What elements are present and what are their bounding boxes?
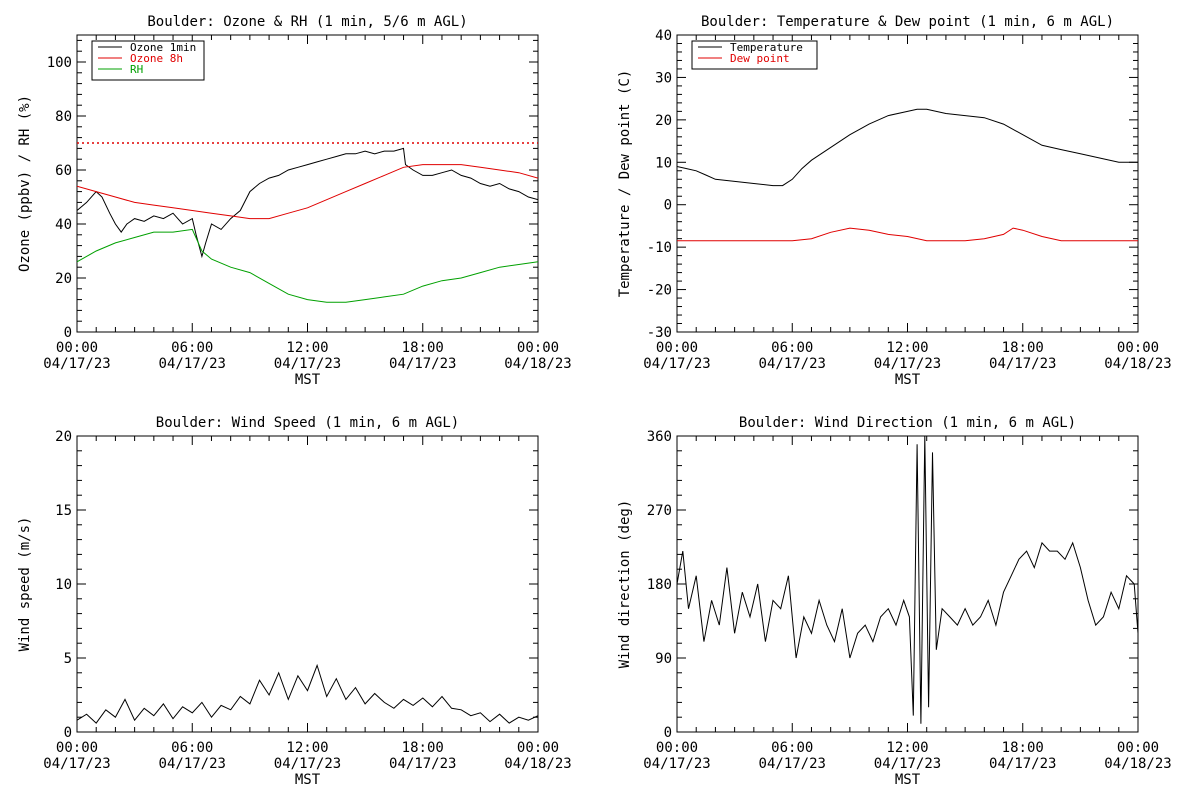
- temperature-dewpoint-ytick-label: 10: [655, 155, 672, 171]
- ozone-rh-series-ozone-8h: [77, 164, 538, 220]
- wind-direction-xtick-date: 04/17/23: [759, 756, 826, 772]
- temperature-dewpoint-ylabel: Temperature / Dew point (C): [617, 70, 633, 298]
- temperature-dewpoint-ytick-label: 30: [655, 70, 672, 86]
- wind-direction-xtick-date: 04/17/23: [989, 756, 1056, 772]
- wind-speed-ytick-label: 5: [64, 651, 72, 667]
- temperature-dewpoint-ytick-label: -20: [647, 283, 672, 299]
- wind-speed-ytick-label: 20: [55, 429, 72, 445]
- ozone-rh-legend-label: Ozone 8h: [130, 52, 183, 65]
- ozone-rh-ytick-label: 100: [47, 55, 72, 71]
- wind-speed-series-line: [77, 663, 538, 724]
- ozone-rh-ytick-label: 80: [55, 109, 72, 125]
- temperature-dewpoint-ytick-label: -30: [647, 325, 672, 341]
- temperature-dewpoint-series-dew-point: [677, 227, 1138, 242]
- wind-direction-xlabel: MST: [895, 772, 921, 788]
- ozone-rh-xtick-label: 12:00: [286, 340, 328, 356]
- wind-speed-ytick-label: 15: [55, 503, 72, 519]
- wind-speed-panel: Boulder: Wind Speed (1 min, 6 m AGL) 00:0…: [17, 415, 572, 788]
- wind-direction-ytick-label: 180: [647, 577, 672, 593]
- wind-speed-ytick-label: 0: [64, 725, 72, 741]
- wind-direction-xtick-date: 04/17/23: [874, 756, 941, 772]
- wind-direction-series-line: [677, 436, 1138, 724]
- temperature-dewpoint-ytick-label: 40: [655, 28, 672, 44]
- wind-speed-xtick-date: 04/17/23: [274, 756, 341, 772]
- ozone-rh-xtick-label: 18:00: [402, 340, 444, 356]
- ozone-rh-xtick-label: 06:00: [171, 340, 213, 356]
- wind-direction-ylabel: Wind direction (deg): [617, 500, 633, 669]
- ozone-rh-ylabel: Ozone (ppbv) / RH (%): [17, 95, 33, 272]
- wind-direction-xtick-label: 00:00: [1117, 740, 1159, 756]
- wind-speed-ylabel: Wind speed (m/s): [17, 517, 33, 652]
- temperature-dewpoint-xtick-label: 00:00: [656, 340, 698, 356]
- wind-speed-xtick-label: 06:00: [171, 740, 213, 756]
- ozone-rh-ytick-label: 40: [55, 217, 72, 233]
- ozone-rh-panel: Boulder: Ozone & RH (1 min, 5/6 m AGL)00…: [17, 14, 572, 388]
- wind-direction-xtick-date: 04/18/23: [1104, 756, 1171, 772]
- wind-direction-ytick-label: 0: [664, 725, 672, 741]
- wind-speed-xtick-label: 12:00: [286, 740, 328, 756]
- wind-speed-plot-frame: [76, 435, 539, 733]
- ozone-rh-xtick-date: 04/17/23: [159, 356, 226, 372]
- temperature-dewpoint-xtick-label: 00:00: [1117, 340, 1159, 356]
- temperature-dewpoint-ytick-label: 0: [664, 198, 672, 214]
- ozone-rh-legend-label: Ozone 1min: [130, 41, 196, 54]
- temperature-dewpoint-panel: Boulder: Temperature & Dew point (1 min,…: [617, 14, 1172, 388]
- ozone-rh-xtick-label: 00:00: [517, 340, 559, 356]
- temperature-dewpoint-ytick-label: 20: [655, 113, 672, 129]
- wind-direction-xtick-label: 12:00: [886, 740, 928, 756]
- temperature-dewpoint-xtick-label: 06:00: [771, 340, 813, 356]
- ozone-rh-ytick-label: 0: [64, 325, 72, 341]
- ozone-rh-legend-label: RH: [130, 63, 143, 76]
- ozone-rh-ytick-label: 60: [55, 163, 72, 179]
- ozone-rh-xtick-date: 04/17/23: [389, 356, 456, 372]
- temperature-dewpoint-legend-label: Temperature: [730, 41, 803, 54]
- temperature-dewpoint-plot-frame: [676, 34, 1139, 333]
- ozone-rh-series-rh: [77, 228, 538, 303]
- temperature-dewpoint-xtick-date: 04/17/23: [643, 356, 710, 372]
- wind-speed-xtick-date: 04/17/23: [389, 756, 456, 772]
- wind-direction-xtick-date: 04/17/23: [643, 756, 710, 772]
- temperature-dewpoint-legend: [691, 40, 818, 70]
- temperature-dewpoint-xtick-label: 18:00: [1002, 340, 1044, 356]
- temperature-dewpoint-ytick-label: -10: [647, 240, 672, 256]
- temperature-dewpoint-legend-label: Dew point: [730, 52, 790, 65]
- wind-direction-panel: Boulder: Wind Direction (1 min, 6 m AGL)…: [617, 415, 1172, 788]
- ozone-rh-xtick-date: 04/18/23: [504, 356, 571, 372]
- wind-speed-xlabel: MST: [295, 772, 321, 788]
- ozone-rh-xlabel: MST: [295, 372, 321, 388]
- wind-direction-title: Boulder: Wind Direction (1 min, 6 m AGL): [739, 415, 1076, 431]
- wind-speed-title: Boulder: Wind Speed (1 min, 6 m AGL): [156, 415, 459, 431]
- wind-direction-ytick-label: 360: [647, 429, 672, 445]
- temperature-dewpoint-xtick-date: 04/17/23: [759, 356, 826, 372]
- temperature-dewpoint-xlabel: MST: [895, 372, 921, 388]
- ozone-rh-xtick-date: 04/17/23: [274, 356, 341, 372]
- temperature-dewpoint-xtick-label: 12:00: [886, 340, 928, 356]
- wind-speed-xtick-label: 00:00: [56, 740, 98, 756]
- wind-speed-ytick-label: 10: [55, 577, 72, 593]
- wind-speed-xtick-date: 04/18/23: [504, 756, 571, 772]
- ozone-rh-ytick-label: 20: [55, 271, 72, 287]
- wind-direction-xtick-label: 06:00: [771, 740, 813, 756]
- temperature-dewpoint-xtick-date: 04/17/23: [989, 356, 1056, 372]
- wind-direction-plot-frame: [676, 435, 1139, 733]
- wind-speed-xtick-label: 00:00: [517, 740, 559, 756]
- ozone-rh-xtick-label: 00:00: [56, 340, 98, 356]
- wind-speed-xtick-label: 18:00: [402, 740, 444, 756]
- ozone-rh-title: Boulder: Ozone & RH (1 min, 5/6 m AGL): [147, 14, 467, 30]
- wind-direction-xtick-label: 18:00: [1002, 740, 1044, 756]
- wind-speed-xtick-date: 04/17/23: [43, 756, 110, 772]
- wind-direction-ytick-label: 270: [647, 503, 672, 519]
- wind-speed-xtick-date: 04/17/23: [159, 756, 226, 772]
- ozone-rh-xtick-date: 04/17/23: [43, 356, 110, 372]
- ozone-rh-series-ozone-1min: [77, 147, 538, 259]
- temperature-dewpoint-xtick-date: 04/17/23: [874, 356, 941, 372]
- wind-direction-ytick-label: 90: [655, 651, 672, 667]
- temperature-dewpoint-xtick-date: 04/18/23: [1104, 356, 1171, 372]
- wind-direction-xtick-label: 00:00: [656, 740, 698, 756]
- temperature-dewpoint-series-temperature: [677, 108, 1138, 187]
- temperature-dewpoint-title: Boulder: Temperature & Dew point (1 min,…: [701, 14, 1114, 30]
